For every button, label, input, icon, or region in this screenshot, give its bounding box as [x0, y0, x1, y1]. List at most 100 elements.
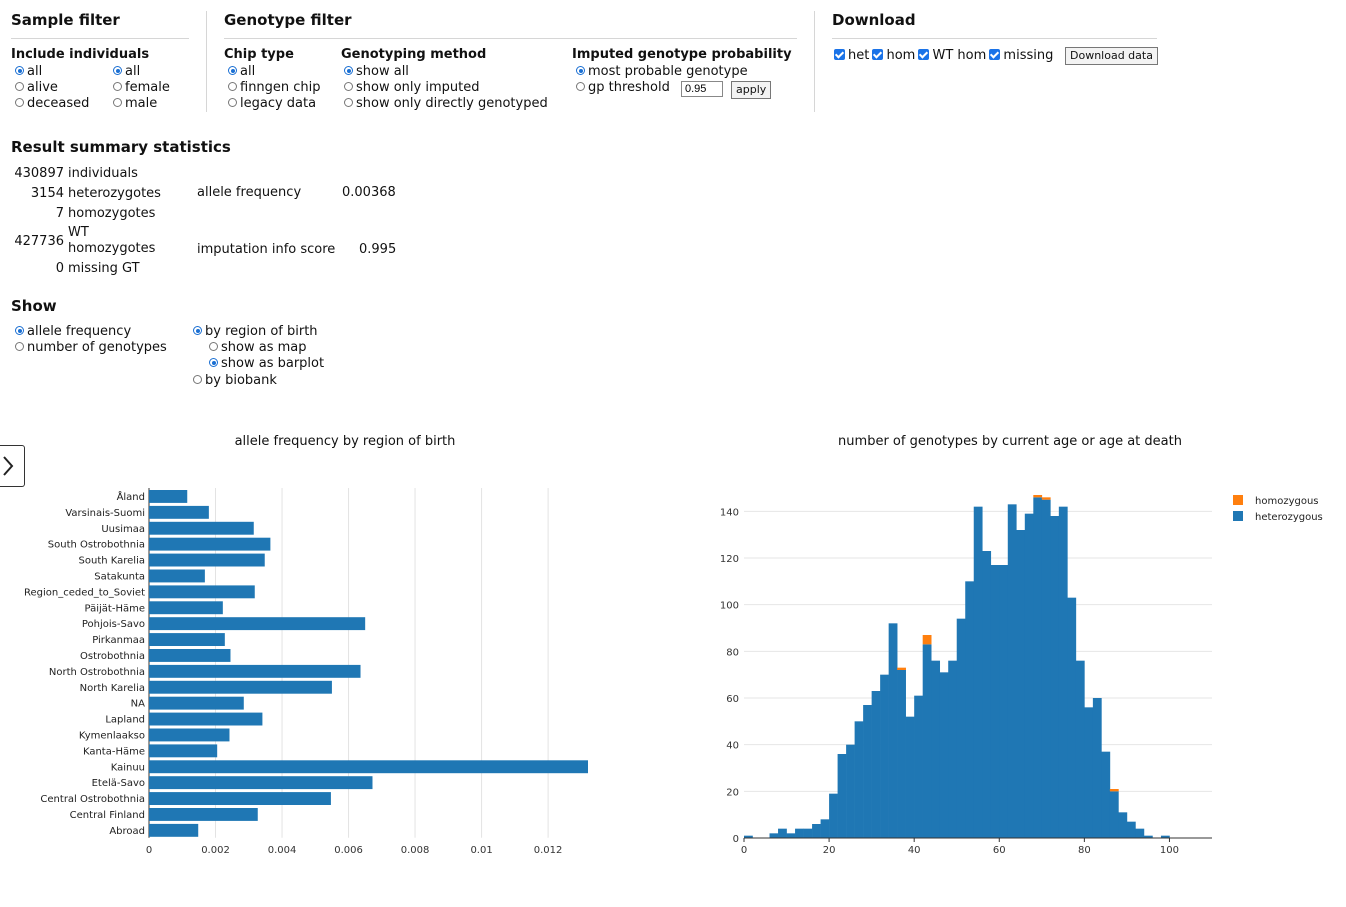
homozygous-legend-label: homozygous — [1255, 496, 1319, 507]
region-label: Lapland — [105, 715, 145, 726]
heterozygous-bar — [871, 691, 881, 838]
imputed-probability-option-radio[interactable]: gp threshold — [576, 80, 670, 96]
heterozygous-bar — [914, 695, 923, 838]
heterozygous-bar — [846, 744, 855, 838]
region-label: Kymenlaakso — [79, 730, 145, 741]
genotyping-method-option-radio[interactable]: show all — [344, 64, 409, 80]
region-bar — [149, 808, 258, 821]
region-bar — [149, 505, 209, 519]
show-as-map-radio[interactable]: show as map — [209, 340, 306, 356]
heterozygotes-label: heterozygotes — [68, 186, 161, 201]
heterozygous-bar — [1058, 506, 1068, 838]
region-bar — [149, 537, 271, 551]
individuals-label: individuals — [68, 166, 138, 181]
apply-button[interactable]: apply — [731, 81, 772, 99]
region-bar — [149, 712, 263, 726]
heterozygous-bar — [786, 833, 796, 838]
by-biobank-radio[interactable]: by biobank — [193, 373, 277, 389]
homozygous-legend-swatch — [1233, 495, 1243, 505]
heterozygous-bar — [897, 670, 906, 838]
radio-unselected-icon — [228, 98, 237, 107]
radio-selected-icon — [344, 66, 353, 75]
genotype-filter-title: Genotype filter — [224, 11, 352, 29]
gp-threshold-input[interactable] — [681, 81, 723, 97]
download-title: Download — [832, 11, 916, 29]
chip-type-option-radio[interactable]: all — [228, 64, 255, 80]
heterozygous-bar — [1033, 497, 1043, 838]
region-label: South Ostrobothnia — [48, 540, 145, 551]
het-checkbox[interactable]: het — [834, 48, 869, 63]
region-bar — [149, 585, 255, 599]
x-tick-label: 80 — [1078, 845, 1091, 856]
region-label: Etelä-Savo — [92, 778, 145, 789]
region-label: South Karelia — [79, 556, 145, 567]
missing-count: 0 — [55, 261, 64, 276]
heterozygous-bar — [812, 824, 821, 838]
radio-unselected-icon — [193, 375, 202, 384]
homozygotes-count: 7 — [55, 206, 64, 221]
metric-option-radio[interactable]: number of genotypes — [15, 340, 167, 356]
y-tick-label: 100 — [720, 601, 739, 612]
heterozygous-bar — [982, 551, 992, 838]
wt-hom-checkbox[interactable]: WT hom — [918, 48, 986, 63]
x-tick-label: 60 — [993, 845, 1006, 856]
genotyping-method-option-radio[interactable]: show only imputed — [344, 80, 479, 96]
info-score-label: imputation info score — [197, 242, 336, 257]
homozygous-bar — [897, 667, 906, 670]
status-option-radio[interactable]: all — [15, 64, 42, 80]
section-divider — [814, 11, 815, 112]
checkbox-checked-icon — [834, 49, 845, 60]
region-label: Pirkanmaa — [92, 635, 145, 646]
heterozygous-bar — [1101, 751, 1111, 838]
sex-option-radio[interactable]: all — [113, 64, 140, 80]
region-bar — [149, 776, 373, 790]
x-tick-label: 0.004 — [268, 845, 297, 856]
sex-option-radio[interactable]: male — [113, 96, 157, 112]
radio-unselected-icon — [344, 82, 353, 91]
x-tick-label: 0.002 — [201, 845, 230, 856]
heterozygous-bar — [1160, 835, 1170, 838]
sex-option-radio[interactable]: female — [113, 80, 170, 96]
chip-type-option-radio[interactable]: finngen chip — [228, 80, 321, 96]
genotyping-method-option-radio[interactable]: show only directly genotyped — [344, 96, 548, 112]
homozygous-bar — [922, 635, 932, 645]
hom-checkbox[interactable]: hom — [872, 48, 915, 63]
x-tick-label: 20 — [823, 845, 836, 856]
region-label: Kainuu — [111, 762, 145, 773]
y-tick-label: 20 — [726, 787, 739, 798]
radio-unselected-icon — [228, 82, 237, 91]
allele-frequency-label: allele frequency — [197, 185, 302, 200]
homozygotes-label: homozygotes — [68, 206, 156, 221]
homozygous-bar — [1041, 497, 1051, 500]
download-checkboxes: het hom WT hom missing — [834, 48, 1053, 64]
age-histogram: 0 20 40 60 80 100 120 140 0 20 40 60 80 100 homozygous… — [720, 495, 1323, 856]
heterozygous-bar — [888, 623, 898, 838]
missing-label: missing GT — [68, 261, 140, 276]
imputed-probability-option-radio[interactable]: most probable genotype — [576, 64, 748, 80]
heterozygous-bar — [863, 705, 872, 838]
allele-frequency-value: 0.00368 — [342, 185, 396, 200]
heterozygous-bar — [854, 721, 864, 838]
by-region-radio[interactable]: by region of birth — [193, 324, 318, 340]
region-bar — [149, 744, 218, 758]
download-data-button[interactable]: Download data — [1065, 47, 1158, 65]
show-title: Show — [11, 297, 57, 315]
region-label: Central Finland — [70, 810, 145, 821]
heterozygous-bar — [769, 833, 779, 838]
wt-homozygotes-label-line1: WT — [68, 225, 89, 240]
sidebar-toggle-button[interactable] — [0, 445, 25, 487]
status-option-radio[interactable]: deceased — [15, 96, 89, 112]
metric-option-radio[interactable]: allele frequency — [15, 324, 131, 340]
status-option-radio[interactable]: alive — [15, 80, 58, 96]
x-tick-label: 40 — [908, 845, 921, 856]
show-as-barplot-radio[interactable]: show as barplot — [209, 356, 324, 372]
y-tick-label: 0 — [733, 834, 739, 845]
sample-filter-title: Sample filter — [11, 11, 120, 29]
chip-type-option-radio[interactable]: legacy data — [228, 96, 316, 112]
region-label: Abroad — [109, 826, 145, 837]
heterozygous-bar — [1092, 698, 1102, 838]
missing-checkbox[interactable]: missing — [989, 48, 1053, 63]
region-bar — [149, 760, 588, 774]
heterozygous-bar — [956, 618, 966, 838]
checkbox-checked-icon — [989, 49, 1001, 60]
